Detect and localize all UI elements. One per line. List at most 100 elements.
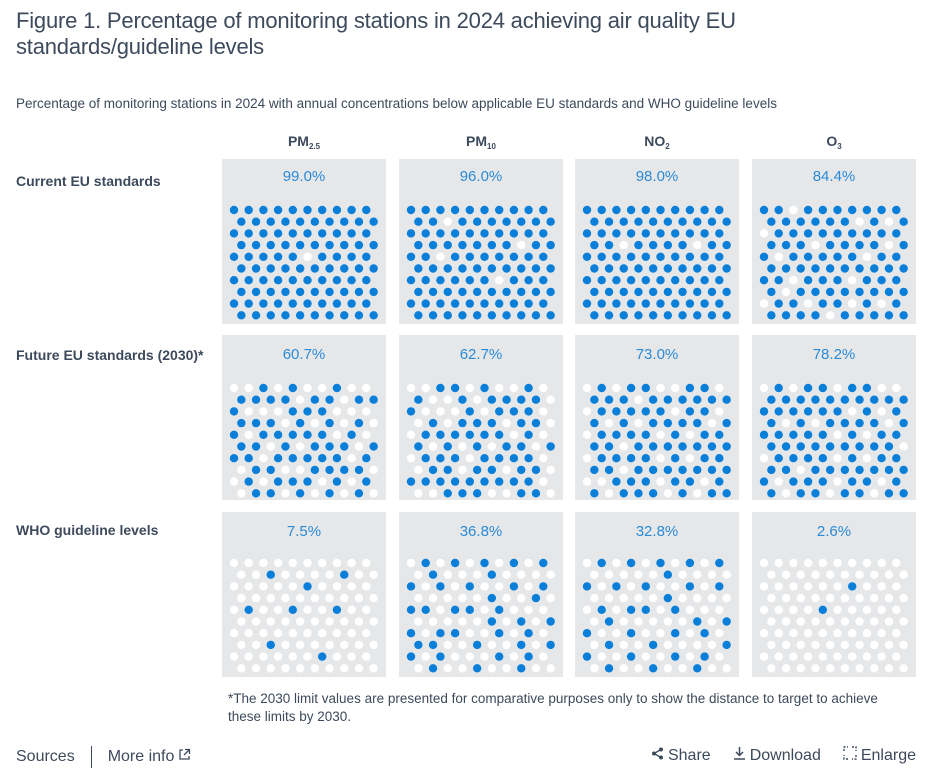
station-dot-above-threshold xyxy=(362,582,371,591)
station-dot-below-threshold xyxy=(414,287,423,297)
station-dot-below-threshold xyxy=(539,205,548,215)
station-dot-below-threshold xyxy=(833,252,842,261)
share-button[interactable]: Share xyxy=(647,747,711,765)
station-dot-above-threshold xyxy=(546,395,555,404)
station-dot-below-threshold xyxy=(465,229,474,238)
station-dot-above-threshold xyxy=(332,430,342,439)
download-button[interactable]: Download xyxy=(729,746,821,765)
station-dot-above-threshold xyxy=(884,617,894,626)
station-dot-above-threshold xyxy=(774,477,783,486)
station-dot-below-threshold xyxy=(715,229,724,238)
station-dot-below-threshold xyxy=(700,276,709,285)
enlarge-button[interactable]: Enlarge xyxy=(839,746,916,765)
station-dot-below-threshold xyxy=(531,240,541,250)
station-dot-below-threshold xyxy=(406,299,416,308)
station-dot-above-threshold xyxy=(833,477,842,486)
station-dot-below-threshold xyxy=(855,311,864,320)
percentage-label: 2.6% xyxy=(816,523,852,540)
station-dot-above-threshold xyxy=(884,217,894,226)
waffle-panel-future-eu-pm25: 60.7% xyxy=(222,335,386,500)
station-dot-below-threshold xyxy=(509,454,519,463)
station-dot-above-threshold xyxy=(531,640,541,650)
station-dot-below-threshold xyxy=(266,570,275,579)
station-dot-above-threshold xyxy=(303,629,312,638)
station-dot-above-threshold xyxy=(707,570,717,579)
station-dot-below-threshold xyxy=(266,240,275,250)
station-dot-above-threshold xyxy=(281,418,290,428)
station-dot-below-threshold xyxy=(848,582,857,591)
station-dot-above-threshold xyxy=(862,652,872,661)
station-dot-below-threshold xyxy=(273,229,283,238)
station-dot-below-threshold xyxy=(870,217,879,226)
station-dot-below-threshold xyxy=(899,489,908,498)
station-dot-below-threshold xyxy=(443,465,452,475)
station-dot-above-threshold xyxy=(781,664,791,673)
station-dot-below-threshold xyxy=(626,205,636,215)
station-dot-above-threshold xyxy=(295,617,305,626)
station-dot-below-threshold xyxy=(840,442,850,451)
station-dot-below-threshold xyxy=(347,252,356,261)
station-dot-below-threshold xyxy=(421,299,430,308)
station-dot-below-threshold xyxy=(288,407,297,416)
station-dot-below-threshold xyxy=(855,264,864,273)
station-dot-above-threshold xyxy=(789,276,798,285)
station-dot-below-threshold xyxy=(318,454,327,463)
station-dot-above-threshold xyxy=(259,454,268,463)
percentage-label: 78.2% xyxy=(812,346,856,363)
station-dot-above-threshold xyxy=(266,617,275,626)
station-dot-below-threshold xyxy=(288,605,297,614)
station-dot-below-threshold xyxy=(722,442,731,451)
station-dot-above-threshold xyxy=(531,664,541,673)
station-dot-above-threshold xyxy=(362,605,371,614)
station-dot-below-threshold xyxy=(715,558,724,568)
station-dot-below-threshold xyxy=(597,252,606,261)
station-dot-above-threshold xyxy=(472,617,482,626)
station-dot-above-threshold xyxy=(229,558,239,568)
station-dot-below-threshold xyxy=(833,229,842,238)
station-dot-below-threshold xyxy=(524,383,533,393)
station-dot-below-threshold xyxy=(641,229,650,238)
station-dot-below-threshold xyxy=(612,299,621,308)
station-dot-above-threshold xyxy=(597,477,606,486)
percentage-label: 32.8% xyxy=(635,523,679,540)
dot-grid xyxy=(406,383,555,498)
station-dot-below-threshold xyxy=(546,240,555,250)
station-dot-above-threshold xyxy=(509,383,519,393)
station-dot-above-threshold xyxy=(796,664,805,673)
station-dot-above-threshold xyxy=(369,617,378,626)
more-info-link[interactable]: More info xyxy=(108,748,196,766)
station-dot-below-threshold xyxy=(767,311,776,320)
station-dot-below-threshold xyxy=(626,276,636,285)
station-dot-above-threshold xyxy=(833,582,842,591)
station-dot-below-threshold xyxy=(428,240,438,250)
station-dot-above-threshold xyxy=(700,582,709,591)
station-dot-below-threshold xyxy=(347,299,356,308)
station-dot-below-threshold xyxy=(495,652,504,661)
station-dot-below-threshold xyxy=(273,477,283,486)
station-dot-below-threshold xyxy=(619,418,628,428)
station-dot-below-threshold xyxy=(495,477,504,486)
station-dot-above-threshold xyxy=(582,383,592,393)
station-dot-below-threshold xyxy=(818,276,827,285)
station-dot-below-threshold xyxy=(369,264,378,273)
station-dot-below-threshold xyxy=(443,442,452,451)
station-dot-below-threshold xyxy=(626,558,636,568)
station-dot-below-threshold xyxy=(340,287,349,297)
station-dot-below-threshold xyxy=(354,264,364,273)
station-dot-above-threshold xyxy=(546,664,555,673)
station-dot-above-threshold xyxy=(715,383,724,393)
station-dot-above-threshold xyxy=(487,442,497,451)
station-dot-below-threshold xyxy=(509,582,519,591)
station-dot-above-threshold xyxy=(347,582,356,591)
station-dot-below-threshold xyxy=(340,311,349,320)
station-dot-below-threshold xyxy=(332,276,342,285)
station-dot-below-threshold xyxy=(641,276,650,285)
station-dot-below-threshold xyxy=(722,287,731,297)
station-dot-below-threshold xyxy=(517,489,526,498)
station-dot-below-threshold xyxy=(259,252,268,261)
station-dot-above-threshold xyxy=(295,465,305,475)
station-dot-below-threshold xyxy=(789,454,798,463)
station-dot-above-threshold xyxy=(590,640,599,650)
station-dot-below-threshold xyxy=(685,407,695,416)
sources-link[interactable]: Sources xyxy=(16,748,75,765)
